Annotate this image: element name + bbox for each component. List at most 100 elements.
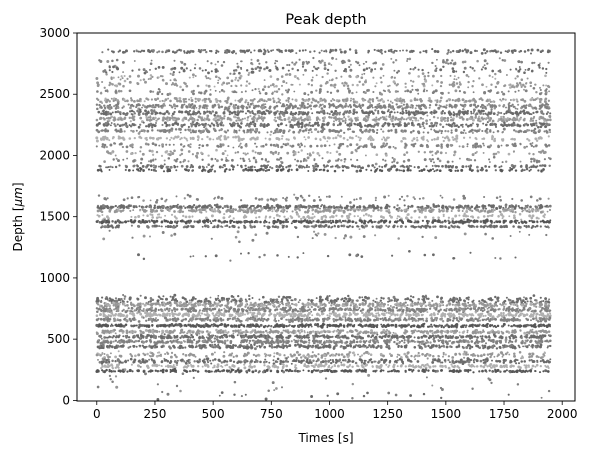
data-point bbox=[173, 110, 176, 114]
data-point bbox=[513, 145, 516, 148]
data-point bbox=[191, 136, 195, 140]
data-point bbox=[343, 160, 346, 163]
data-point bbox=[259, 205, 262, 208]
data-point bbox=[308, 166, 310, 168]
data-point bbox=[316, 151, 320, 155]
data-point bbox=[191, 120, 195, 124]
data-point bbox=[325, 195, 328, 198]
data-point bbox=[495, 152, 498, 155]
data-point bbox=[241, 107, 245, 110]
data-point bbox=[115, 130, 118, 133]
data-point bbox=[399, 97, 402, 100]
data-point bbox=[204, 111, 207, 114]
data-point bbox=[326, 123, 330, 126]
data-point bbox=[335, 58, 338, 61]
data-point bbox=[320, 59, 324, 63]
data-point bbox=[215, 159, 219, 163]
data-point bbox=[549, 112, 552, 115]
data-point bbox=[116, 102, 120, 105]
data-point bbox=[376, 124, 380, 127]
data-point bbox=[240, 84, 243, 87]
data-point bbox=[384, 90, 386, 93]
data-point bbox=[401, 110, 404, 113]
data-point bbox=[294, 196, 298, 199]
data-point bbox=[366, 107, 369, 110]
data-point bbox=[548, 208, 552, 212]
data-point bbox=[270, 130, 273, 133]
data-point bbox=[334, 209, 337, 212]
data-point bbox=[171, 50, 175, 54]
data-point bbox=[304, 210, 307, 214]
data-point bbox=[545, 130, 549, 134]
data-point bbox=[328, 195, 331, 198]
data-point bbox=[417, 119, 420, 122]
data-point bbox=[420, 111, 424, 115]
data-point bbox=[180, 137, 183, 140]
data-point bbox=[259, 66, 262, 70]
data-point bbox=[201, 69, 204, 72]
data-point bbox=[233, 106, 236, 110]
data-point bbox=[145, 106, 148, 109]
data-point bbox=[361, 73, 364, 76]
data-point bbox=[278, 115, 282, 118]
data-point bbox=[369, 215, 373, 218]
data-point bbox=[384, 138, 387, 142]
data-point bbox=[419, 107, 423, 111]
data-point bbox=[362, 205, 366, 208]
data-point bbox=[482, 151, 485, 154]
data-point bbox=[384, 159, 387, 162]
data-point bbox=[417, 112, 420, 115]
data-point bbox=[244, 90, 247, 93]
data-point bbox=[167, 97, 170, 100]
data-point bbox=[483, 144, 485, 147]
data-point bbox=[390, 119, 394, 123]
data-point bbox=[475, 123, 479, 126]
data-point bbox=[382, 130, 385, 133]
data-point bbox=[103, 99, 107, 102]
data-point bbox=[231, 90, 234, 93]
data-point bbox=[328, 51, 332, 54]
data-point bbox=[455, 135, 458, 138]
data-point bbox=[127, 206, 130, 210]
data-point bbox=[314, 165, 317, 168]
data-point bbox=[475, 138, 478, 141]
data-point bbox=[254, 137, 257, 141]
data-point bbox=[300, 143, 303, 147]
data-point bbox=[204, 124, 207, 127]
data-point bbox=[245, 49, 249, 53]
data-point bbox=[235, 91, 238, 94]
data-point bbox=[302, 198, 306, 202]
data-point bbox=[500, 99, 503, 102]
data-point bbox=[380, 52, 384, 55]
data-point bbox=[235, 131, 238, 134]
data-point bbox=[294, 104, 297, 107]
data-point bbox=[497, 50, 500, 53]
data-point bbox=[513, 142, 517, 146]
data-point bbox=[123, 116, 127, 119]
data-point bbox=[359, 124, 362, 128]
data-point bbox=[291, 144, 295, 148]
data-point bbox=[374, 123, 377, 127]
data-point bbox=[486, 99, 489, 103]
data-point bbox=[131, 143, 134, 147]
data-point bbox=[328, 159, 331, 163]
data-point bbox=[197, 124, 200, 127]
data-point bbox=[359, 217, 362, 220]
data-point bbox=[182, 145, 185, 148]
data-point bbox=[291, 124, 294, 127]
data-point bbox=[270, 49, 273, 52]
data-point bbox=[237, 117, 240, 120]
data-point bbox=[173, 210, 176, 213]
data-point bbox=[132, 164, 136, 168]
data-point bbox=[110, 97, 113, 100]
data-point bbox=[446, 136, 450, 140]
data-point bbox=[488, 161, 491, 163]
data-point bbox=[95, 103, 99, 106]
data-point bbox=[247, 166, 250, 169]
data-point bbox=[501, 161, 504, 164]
data-point bbox=[175, 195, 178, 198]
data-point bbox=[225, 82, 229, 85]
data-point bbox=[360, 76, 364, 80]
data-point bbox=[301, 196, 304, 199]
data-point bbox=[257, 49, 261, 53]
